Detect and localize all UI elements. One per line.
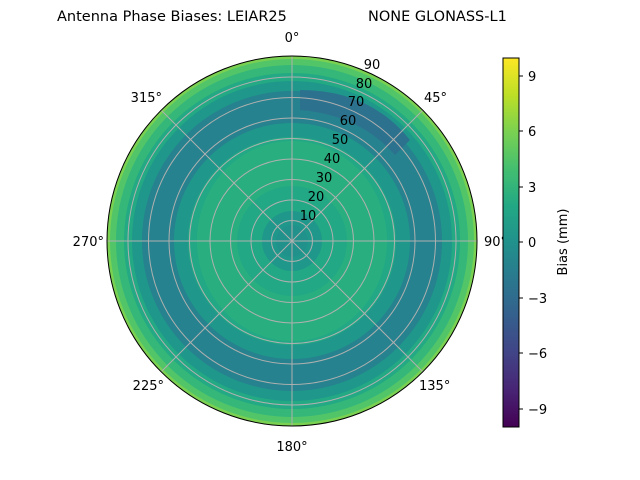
polar-frame xyxy=(106,55,478,427)
svg-text:0: 0 xyxy=(528,236,536,251)
angle-label: 135° xyxy=(419,379,450,394)
colorbar: 9 6 3 0 −3 −6 −9 Bias (mm) xyxy=(502,57,571,428)
angle-label: 225° xyxy=(133,379,164,394)
chart-title-left: Antenna Phase Biases: LEIAR25 xyxy=(57,9,287,25)
svg-text:70: 70 xyxy=(348,95,365,110)
svg-text:80: 80 xyxy=(356,77,373,92)
svg-text:10: 10 xyxy=(300,209,317,224)
svg-text:60: 60 xyxy=(340,114,357,129)
radial-tick-labels: 10 20 30 40 50 60 70 80 90 xyxy=(300,58,381,224)
angle-label: 0° xyxy=(285,31,300,46)
angle-label: 270° xyxy=(73,235,104,250)
svg-text:40: 40 xyxy=(324,152,341,167)
svg-text:50: 50 xyxy=(332,133,349,148)
angle-label: 90° xyxy=(484,235,507,250)
svg-text:−3: −3 xyxy=(528,292,547,307)
chart-title-right: NONE GLONASS-L1 xyxy=(368,9,507,25)
svg-text:90: 90 xyxy=(364,58,381,73)
colorbar-label: Bias (mm) xyxy=(556,209,571,276)
svg-text:6: 6 xyxy=(528,125,536,140)
angle-label: 315° xyxy=(131,91,162,106)
svg-text:−6: −6 xyxy=(528,347,547,362)
svg-text:3: 3 xyxy=(528,181,536,196)
svg-text:9: 9 xyxy=(528,70,536,85)
angle-label: 45° xyxy=(424,91,447,106)
grid-lines xyxy=(107,56,477,426)
angle-label: 180° xyxy=(276,440,307,455)
svg-text:30: 30 xyxy=(316,171,333,186)
svg-text:20: 20 xyxy=(308,190,325,205)
svg-text:−9: −9 xyxy=(528,403,547,418)
angular-tick-labels: 0° 45° 90° 135° 180° 225° 270° 315° xyxy=(73,31,507,455)
